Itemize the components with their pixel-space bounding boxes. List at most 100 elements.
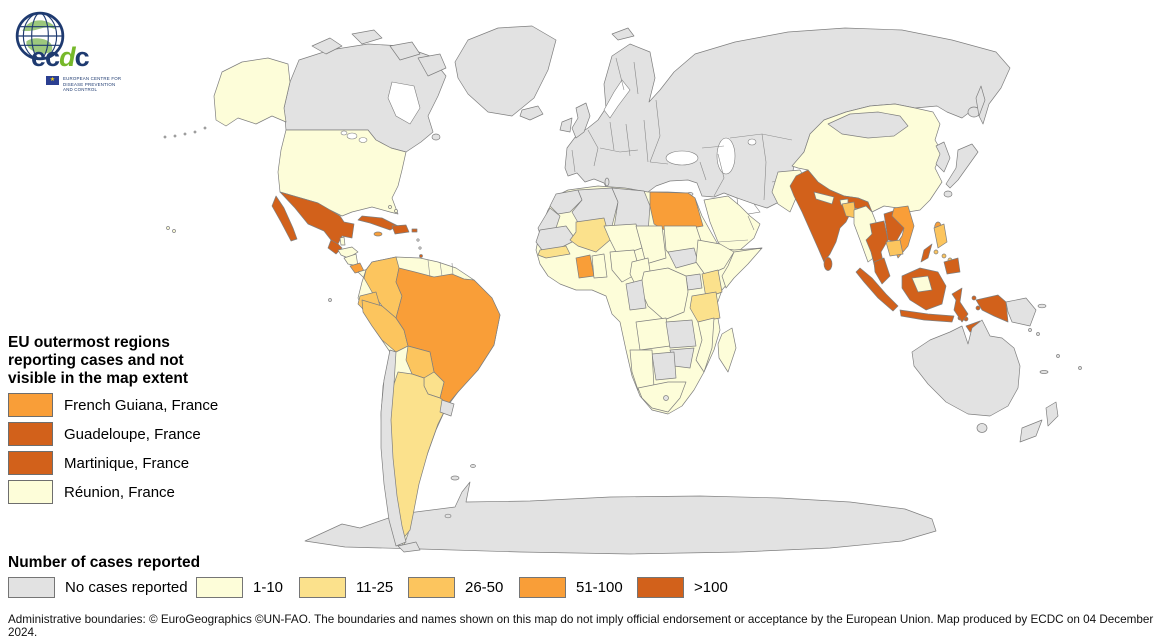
canadian-arctic-islands <box>311 29 447 141</box>
country-ghana <box>591 253 608 279</box>
hudson-bay <box>387 81 421 125</box>
country-japan <box>943 106 981 198</box>
eu-flag-icon: ★ <box>46 76 59 85</box>
country-hispaniola <box>391 224 410 235</box>
legend-item-reunion: Réunion, France <box>8 480 258 505</box>
country-antarctica <box>304 481 937 555</box>
country-brazil <box>395 267 501 405</box>
country-uruguay <box>439 399 455 417</box>
country-chad <box>635 225 667 265</box>
new-britain <box>1037 303 1047 309</box>
sakhalin <box>975 85 986 117</box>
world-map <box>163 25 1082 555</box>
subantarctic-islands <box>450 464 476 481</box>
country-ireland <box>559 117 573 133</box>
country-malaysia <box>873 257 891 285</box>
hawaii <box>166 226 176 233</box>
country-mozambique <box>695 317 715 373</box>
country-sri-lanka <box>823 257 833 271</box>
cases-legend: Number of cases reported No cases report… <box>8 554 1154 604</box>
outermost-legend-title: EU outermost regions reporting cases and… <box>8 334 189 388</box>
tierra-del-fuego <box>397 541 421 553</box>
bahamas <box>388 205 398 213</box>
legend-item-51-100: 51-100 <box>519 577 623 598</box>
black-sea <box>665 150 699 166</box>
country-puerto-rico <box>411 228 418 233</box>
swatch-martinique <box>8 451 53 476</box>
borneo-interior <box>911 275 933 293</box>
swatch-1-10 <box>196 577 243 598</box>
tasmania <box>976 423 988 433</box>
swatch-51-100 <box>519 577 566 598</box>
country-mongolia <box>827 111 909 139</box>
legend-item-french-guiana: French Guiana, France <box>8 393 258 418</box>
ecdc-caption: EUROPEAN CENTRE FOR DISEASE PREVENTION A… <box>63 76 122 92</box>
country-mali <box>569 217 611 253</box>
legend-item-1-10: 1-10 <box>196 577 283 598</box>
caspian-sea <box>716 137 736 175</box>
country-cambodia <box>885 239 904 257</box>
country-mexico <box>279 191 355 245</box>
lesser-antilles <box>416 238 423 258</box>
arabia-internal-borders <box>717 215 755 243</box>
papua-indonesia <box>975 294 1009 323</box>
guyanas-borders <box>427 259 454 278</box>
cases-legend-title: Number of cases reported <box>8 554 201 571</box>
country-egypt <box>649 191 704 233</box>
country-jamaica <box>373 231 383 237</box>
sumatra <box>855 267 899 312</box>
korean-peninsula <box>935 141 951 173</box>
country-peru <box>361 299 409 353</box>
sulawesi <box>951 287 969 323</box>
country-ethiopia <box>695 239 735 277</box>
swatch-11-25 <box>299 577 346 598</box>
country-uk <box>571 102 591 139</box>
country-uganda <box>685 273 703 291</box>
aral-sea <box>747 138 757 146</box>
aleutian-islands <box>163 126 207 139</box>
country-namibia <box>629 349 655 391</box>
gabon-congo <box>625 279 647 311</box>
outermost-regions-legend: EU outermost regions reporting cases and… <box>8 334 258 505</box>
country-greenland <box>454 25 557 117</box>
swatch-gt-100 <box>637 577 684 598</box>
country-chile <box>380 349 407 547</box>
country-south-africa <box>637 381 687 413</box>
country-botswana <box>651 351 677 381</box>
falkland-islands <box>444 513 452 519</box>
legend-item-martinique: Martinique, France <box>8 451 258 476</box>
country-lesotho <box>663 395 669 401</box>
swatch-reunion <box>8 480 53 505</box>
legend-item-11-25: 11-25 <box>299 577 393 598</box>
country-zambia <box>665 319 697 349</box>
country-angola <box>635 317 671 351</box>
swatch-guadeloupe <box>8 422 53 447</box>
legend-item-guadeloupe: Guadeloupe, France <box>8 422 258 447</box>
country-somalia <box>721 247 763 289</box>
country-iceland <box>519 105 544 121</box>
country-nepal <box>813 191 835 205</box>
svalbard <box>611 27 635 41</box>
java <box>899 309 955 323</box>
ecdc-wordmark: ecdc <box>31 42 90 72</box>
legend-item-no-cases: No cases reported <box>8 577 188 598</box>
pacific-islands <box>1028 328 1082 374</box>
country-usa-alaska <box>213 57 291 127</box>
swatch-26-50 <box>408 577 455 598</box>
galapagos <box>328 298 332 302</box>
globe-icon <box>15 11 65 61</box>
baltic-sea <box>603 79 631 119</box>
arabian-peninsula <box>703 195 761 253</box>
map-attribution: Administrative boundaries: © EuroGeograp… <box>8 613 1154 639</box>
ecdc-logo: ecdc ★ EUROPEAN CENTRE FOR DISEASE PREVE… <box>14 10 134 98</box>
country-kenya <box>701 269 723 299</box>
country-madagascar <box>717 327 737 373</box>
country-new-zealand <box>1019 401 1059 443</box>
swatch-french-guiana <box>8 393 53 418</box>
legend-item-26-50: 26-50 <box>408 577 503 598</box>
moluccas <box>971 295 981 311</box>
country-australia <box>911 319 1021 417</box>
country-belize <box>339 236 346 246</box>
legend-item-gt-100: >100 <box>637 577 728 598</box>
